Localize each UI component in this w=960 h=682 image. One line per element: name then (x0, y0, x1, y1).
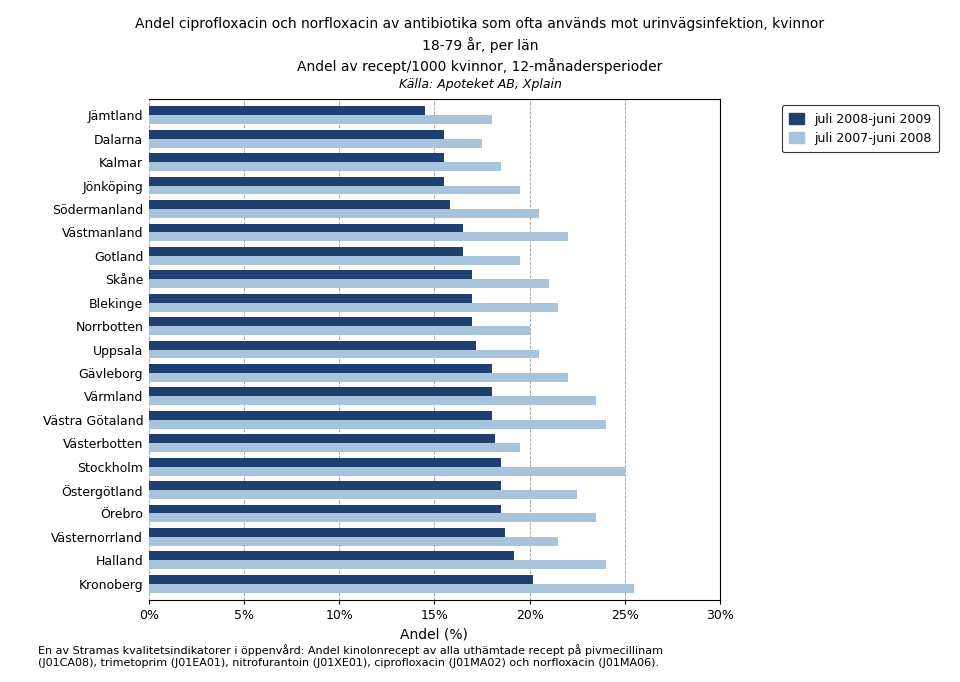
Bar (149, 106, 425, 115)
Bar (149, 481, 501, 490)
Bar (149, 303, 558, 312)
Text: Andel ciprofloxacin och norfloxacin av antibiotika som ofta används mot urinvägs: Andel ciprofloxacin och norfloxacin av a… (135, 17, 825, 31)
Bar (149, 270, 472, 279)
Bar (149, 575, 534, 584)
Bar (149, 294, 472, 303)
Bar (149, 200, 449, 209)
Bar (149, 528, 505, 537)
Bar (149, 224, 463, 233)
Text: 18-79 år, per län: 18-79 år, per län (421, 38, 539, 53)
Bar (149, 505, 501, 514)
Bar (149, 209, 540, 218)
Legend: juli 2008-juni 2009, juli 2007-juni 2008: juli 2008-juni 2009, juli 2007-juni 2008 (782, 105, 940, 152)
Bar (149, 490, 577, 499)
Bar (149, 349, 540, 359)
Bar (149, 387, 492, 396)
Bar (149, 153, 444, 162)
Bar (149, 373, 567, 382)
Bar (149, 364, 492, 373)
Bar (149, 420, 606, 429)
Bar (149, 340, 476, 349)
Bar (149, 537, 558, 546)
Bar (149, 279, 549, 288)
Bar (149, 326, 530, 335)
Bar (149, 443, 520, 452)
Bar (149, 434, 495, 443)
Bar (149, 130, 444, 138)
Bar (149, 115, 492, 124)
Bar (149, 138, 482, 147)
Bar (149, 233, 567, 241)
Bar (149, 247, 463, 256)
Bar (149, 514, 596, 522)
Bar (149, 552, 515, 561)
Bar (149, 396, 596, 405)
Bar (149, 162, 501, 171)
Bar (149, 186, 520, 194)
Bar (149, 466, 625, 475)
Text: Andel av recept/1000 kvinnor, 12-månadersperioder: Andel av recept/1000 kvinnor, 12-månader… (298, 58, 662, 74)
Bar (149, 458, 501, 466)
Bar (149, 317, 472, 326)
Text: En av Stramas kvalitetsindikatorer i öppenvård: Andel kinolonrecept av alla uthä: En av Stramas kvalitetsindikatorer i öpp… (38, 644, 663, 668)
Bar (149, 584, 635, 593)
X-axis label: Andel (%): Andel (%) (400, 627, 468, 642)
Bar (149, 411, 492, 420)
Bar (149, 561, 606, 569)
Bar (149, 177, 444, 186)
Text: Källa: Apoteket AB, Xplain: Källa: Apoteket AB, Xplain (398, 78, 562, 91)
Bar (149, 256, 520, 265)
